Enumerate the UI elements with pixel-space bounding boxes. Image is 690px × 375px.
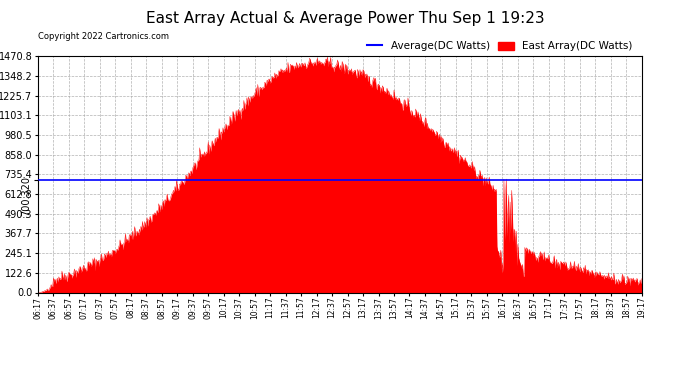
- Legend: Average(DC Watts), East Array(DC Watts): Average(DC Watts), East Array(DC Watts): [362, 37, 636, 56]
- Text: East Array Actual & Average Power Thu Sep 1 19:23: East Array Actual & Average Power Thu Se…: [146, 11, 544, 26]
- Text: Copyright 2022 Cartronics.com: Copyright 2022 Cartronics.com: [38, 32, 169, 41]
